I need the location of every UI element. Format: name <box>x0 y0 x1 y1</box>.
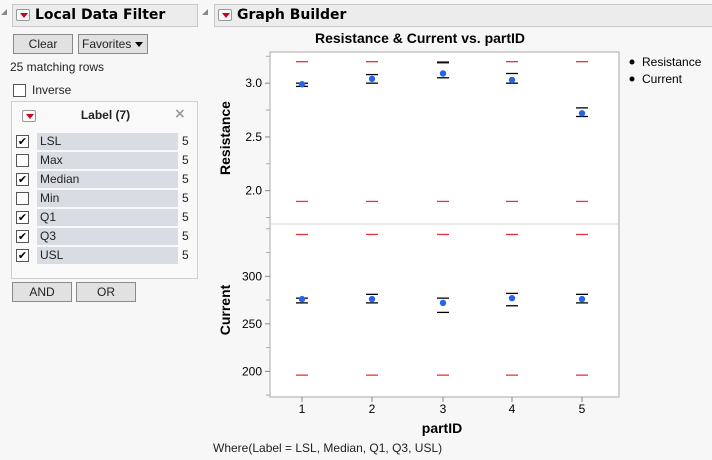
filter-item-count: 5 <box>182 191 189 205</box>
checkbox-max[interactable] <box>16 154 29 167</box>
filter-item-max[interactable]: Max <box>37 152 178 169</box>
y-axis-label-resistance: Resistance <box>217 101 233 175</box>
y-tick-label: 3.0 <box>245 76 262 90</box>
legend-dot-current <box>629 76 635 82</box>
x-tick-label: 3 <box>440 402 447 416</box>
median-point <box>578 110 586 117</box>
outline-toggle-icon[interactable] <box>1 9 7 15</box>
where-clause: Where(Label = LSL, Median, Q1, Q3, USL) <box>213 441 443 455</box>
inverse-checkbox[interactable] <box>13 84 26 97</box>
y-tick-label: 200 <box>242 364 262 378</box>
checkbox-q3[interactable]: ✔ <box>16 230 29 243</box>
x-tick-label: 2 <box>369 402 376 416</box>
filter-item-count: 5 <box>182 153 189 167</box>
favorites-dropdown[interactable]: Favorites <box>78 34 148 54</box>
filter-item-count: 5 <box>182 229 189 243</box>
median-point <box>508 294 516 302</box>
group-title: Label (7) <box>80 108 131 122</box>
filter-item-count: 5 <box>182 134 189 148</box>
median-point <box>508 76 516 84</box>
local-data-filter-header: Local Data Filter <box>12 4 198 27</box>
median-point <box>368 75 376 83</box>
filter-item-min[interactable]: Min <box>37 190 178 207</box>
filter-item-lsl[interactable]: LSL <box>37 133 178 150</box>
favorites-label: Favorites <box>82 37 132 51</box>
filter-item-count: 5 <box>182 248 189 262</box>
checkbox-lsl[interactable]: ✔ <box>16 135 29 148</box>
clear-button[interactable]: Clear <box>13 34 73 54</box>
graph-title: Graph Builder <box>237 7 347 23</box>
filter-item-q1[interactable]: Q1 <box>37 209 178 226</box>
y-tick-label: 2.0 <box>245 184 262 198</box>
red-triangle-menu-icon[interactable] <box>218 9 232 21</box>
graph-builder-header: Graph Builder <box>214 4 712 27</box>
checkbox-median[interactable]: ✔ <box>16 173 29 186</box>
inverse-label: Inverse <box>32 83 72 97</box>
checkbox-q1[interactable]: ✔ <box>16 211 29 224</box>
close-icon[interactable]: × <box>174 106 186 122</box>
filter-title: Local Data Filter <box>35 7 166 23</box>
y-tick-label: 300 <box>242 269 262 283</box>
checkbox-usl[interactable]: ✔ <box>16 249 29 262</box>
legend-current[interactable]: Current <box>642 72 683 86</box>
chart-title: Resistance & Current vs. partID <box>315 30 525 46</box>
x-axis-label: partID <box>422 420 462 436</box>
filter-item-usl[interactable]: USL <box>37 247 178 264</box>
x-tick-label: 4 <box>509 402 516 416</box>
red-triangle-menu-icon[interactable] <box>22 110 36 122</box>
median-point <box>298 81 306 88</box>
or-button[interactable]: OR <box>76 282 136 302</box>
checkbox-min[interactable] <box>16 192 29 205</box>
y-tick-label: 250 <box>242 317 262 331</box>
matching-rows: 25 matching rows <box>10 60 105 74</box>
filter-item-count: 5 <box>182 172 189 186</box>
filter-item-median[interactable]: Median <box>37 171 178 188</box>
median-point <box>578 295 586 303</box>
legend-dot-resistance <box>629 59 635 65</box>
x-tick-label: 1 <box>299 402 306 416</box>
red-triangle-menu-icon[interactable] <box>16 9 30 21</box>
median-point <box>298 295 306 303</box>
filter-item-count: 5 <box>182 210 189 224</box>
median-point <box>368 295 376 303</box>
y-tick-label: 2.5 <box>245 130 262 144</box>
filter-item-q3[interactable]: Q3 <box>37 228 178 245</box>
outline-toggle-icon[interactable] <box>202 9 208 15</box>
x-tick-label: 5 <box>579 402 586 416</box>
chevron-down-icon <box>135 42 143 47</box>
and-button[interactable]: AND <box>12 282 72 302</box>
median-point <box>439 299 447 307</box>
y-axis-label-current: Current <box>217 284 233 335</box>
median-point <box>439 70 447 77</box>
legend-resistance[interactable]: Resistance <box>642 55 702 69</box>
